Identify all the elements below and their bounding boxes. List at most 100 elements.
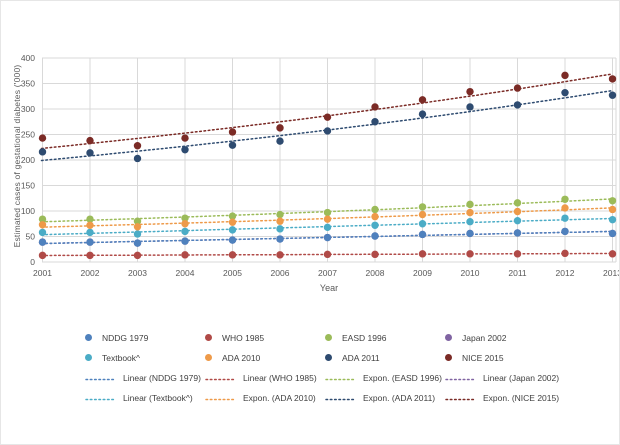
data-point — [181, 227, 189, 236]
svg-text:350: 350 — [21, 79, 35, 89]
data-point — [466, 229, 474, 238]
legend-entry[interactable]: Expon. (ADA 2011) — [325, 391, 443, 404]
data-point — [371, 118, 379, 126]
data-point — [86, 149, 94, 157]
data-point — [608, 229, 617, 238]
data-point — [608, 215, 617, 224]
data-point — [276, 235, 284, 243]
legend-entry[interactable]: NDDG 1979 — [85, 331, 203, 344]
legend-label: Linear (Textbook^) — [123, 392, 193, 403]
data-point — [133, 217, 142, 225]
svg-text:2002: 2002 — [81, 268, 100, 278]
data-point — [418, 96, 427, 104]
data-point — [276, 137, 284, 145]
series-ada-2010 — [38, 204, 617, 231]
data-point — [38, 148, 47, 156]
data-point — [181, 214, 189, 222]
legend-marker-dot — [325, 334, 332, 341]
legend-entry[interactable]: Linear (Japan 2002) — [445, 371, 563, 384]
data-point — [513, 216, 522, 225]
data-point — [86, 228, 94, 237]
data-point — [86, 215, 94, 223]
data-point — [86, 251, 94, 260]
legend-entry[interactable]: Linear (WHO 1985) — [205, 371, 323, 384]
x-axis-tick-labels: 2001 2002 2003 2004 2005 2006 2007 2008 2009 2010… — [33, 268, 620, 278]
svg-text:2007: 2007 — [318, 268, 337, 278]
data-point — [418, 110, 427, 118]
svg-text:2005: 2005 — [223, 268, 242, 278]
data-point — [418, 203, 427, 211]
legend-label: Linear (WHO 1985) — [243, 372, 317, 383]
data-point — [133, 154, 142, 163]
legend-marker-dot — [205, 334, 212, 341]
y-axis-title: Estimated cases of gestational diabetes … — [12, 64, 22, 248]
data-point — [133, 230, 142, 238]
data-point — [133, 223, 142, 231]
series-ada-2011 — [38, 88, 617, 163]
data-point — [608, 75, 617, 83]
legend-label: Linear (NDDG 1979) — [123, 372, 201, 383]
svg-text:2012: 2012 — [556, 268, 575, 278]
data-point — [561, 227, 569, 236]
legend-trendline-swatch — [85, 369, 116, 387]
legend-entry[interactable]: Linear (Textbook^) — [85, 391, 203, 404]
legend-label: Japan 2002 — [462, 332, 507, 343]
svg-text:2008: 2008 — [366, 268, 385, 278]
svg-text:200: 200 — [21, 155, 35, 165]
legend-entry[interactable]: ADA 2011 — [325, 351, 443, 364]
data-point — [38, 228, 47, 237]
legend-marker-dot — [445, 354, 452, 361]
data-point — [371, 205, 379, 214]
series-easd-1996 — [38, 195, 617, 225]
data-point — [228, 236, 237, 244]
data-point — [181, 251, 189, 259]
series-textbook- — [38, 214, 617, 238]
data-point — [228, 251, 237, 259]
data-point — [323, 223, 332, 232]
data-point — [323, 215, 332, 223]
trendline-ada-2011 — [40, 89, 613, 162]
data-point — [371, 250, 379, 259]
legend-entry[interactable]: Textbook^ — [85, 351, 203, 364]
data-point — [371, 103, 379, 111]
legend-entry[interactable]: Linear (NDDG 1979) — [85, 371, 203, 384]
data-point — [38, 134, 47, 142]
data-point — [466, 103, 474, 111]
svg-text:2013: 2013 — [603, 268, 620, 278]
data-point — [418, 230, 427, 239]
legend-label: ADA 2010 — [222, 352, 261, 363]
data-point — [466, 250, 474, 258]
data-point — [181, 237, 189, 245]
legend-entry[interactable]: WHO 1985 — [205, 331, 323, 344]
legend-trendline-swatch — [445, 369, 476, 387]
data-point — [323, 208, 332, 217]
legend-entry[interactable]: Expon. (NICE 2015) — [445, 391, 563, 404]
legend-entry[interactable]: Japan 2002 — [445, 331, 563, 344]
data-point — [38, 221, 47, 229]
data-point — [228, 218, 237, 226]
legend-marker-dot — [445, 334, 452, 341]
svg-text:300: 300 — [21, 104, 35, 114]
legend-entry[interactable]: EASD 1996 — [325, 331, 443, 344]
svg-text:2001: 2001 — [33, 268, 52, 278]
svg-text:0: 0 — [30, 257, 35, 267]
data-point — [466, 218, 474, 226]
data-point — [608, 197, 617, 205]
data-point — [418, 210, 427, 219]
data-point — [323, 113, 332, 121]
data-point — [513, 250, 522, 258]
legend-label: EASD 1996 — [342, 332, 387, 343]
data-point — [38, 215, 47, 223]
data-point — [561, 204, 569, 212]
legend-entry[interactable]: ADA 2010 — [205, 351, 323, 364]
data-point — [561, 71, 569, 80]
legend-entry[interactable]: Expon. (EASD 1996) — [325, 371, 443, 384]
legend-label: NDDG 1979 — [102, 332, 149, 343]
data-point — [228, 212, 237, 220]
trendline-nice-2015 — [40, 73, 613, 150]
legend-entry[interactable]: Expon. (ADA 2010) — [205, 391, 323, 404]
data-point — [276, 251, 284, 259]
data-point — [276, 217, 284, 225]
legend-entry[interactable]: NICE 2015 — [445, 351, 563, 364]
